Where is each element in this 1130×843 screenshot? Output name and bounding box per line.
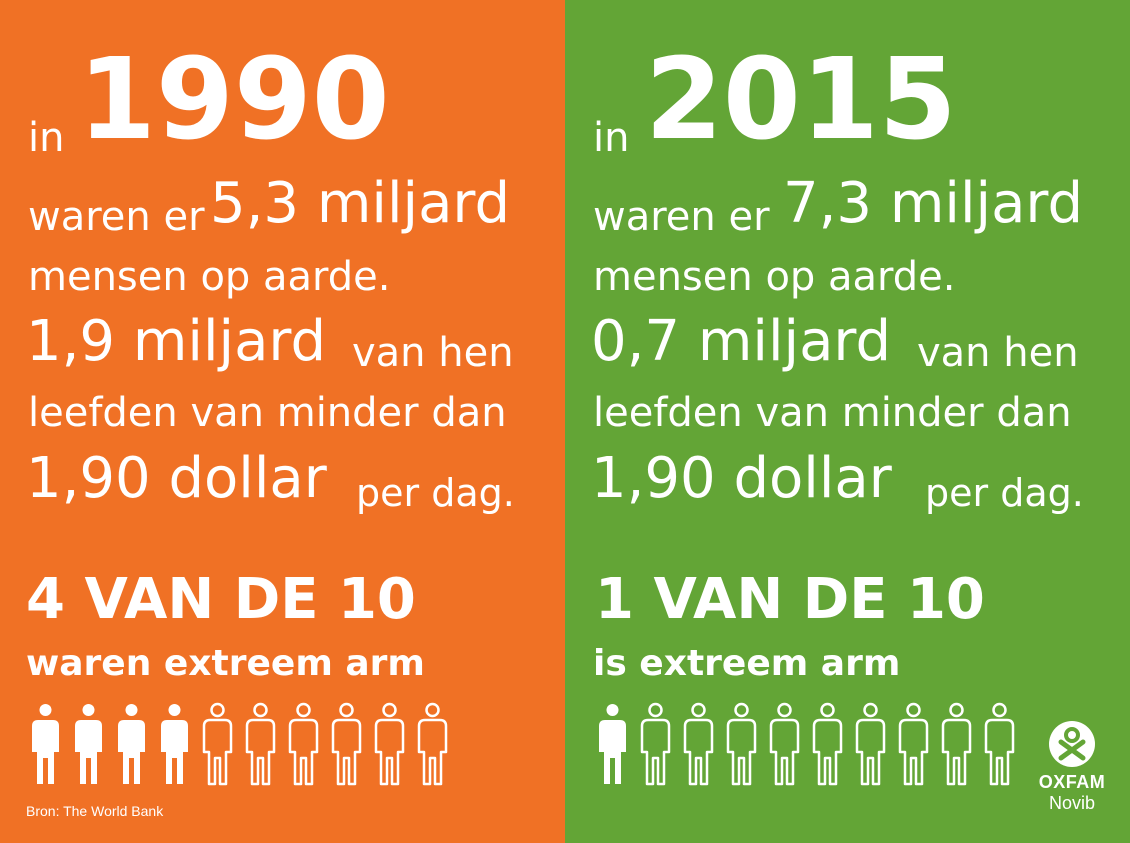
in-label: in bbox=[593, 115, 630, 161]
person-icon-outline bbox=[937, 702, 976, 788]
dollar-value: 1,90 dollar bbox=[591, 446, 892, 511]
person-icon-outline bbox=[370, 702, 409, 788]
person-icon-outline bbox=[808, 702, 847, 788]
ratio-caption: waren extreem arm bbox=[26, 643, 425, 684]
panel-2015: in 2015 waren er 7,3 miljard mensen op a… bbox=[565, 0, 1130, 843]
logo-sub: Novib bbox=[1048, 793, 1096, 813]
person-icon-outline bbox=[636, 702, 675, 788]
person-icon-filled bbox=[593, 702, 632, 788]
person-icon-filled bbox=[26, 702, 65, 788]
person-icon-filled bbox=[69, 702, 108, 788]
person-icon-outline bbox=[198, 702, 237, 788]
person-icon-outline bbox=[722, 702, 761, 788]
person-icon-outline bbox=[851, 702, 890, 788]
per-dag-text: per dag. bbox=[925, 471, 1084, 515]
people-pictogram bbox=[593, 702, 1019, 788]
person-icon-outline bbox=[413, 702, 452, 788]
logo-name: OXFAM bbox=[1038, 772, 1106, 792]
ratio-heading: 1 VAN DE 10 bbox=[595, 567, 985, 632]
person-icon-outline bbox=[765, 702, 804, 788]
waren-er-text: waren er bbox=[28, 194, 205, 240]
person-icon-outline bbox=[980, 702, 1019, 788]
person-icon-outline bbox=[327, 702, 366, 788]
van-hen-text: van hen bbox=[352, 330, 514, 376]
ratio-heading: 4 VAN DE 10 bbox=[26, 567, 416, 632]
person-icon-outline bbox=[894, 702, 933, 788]
poor-value: 1,9 miljard bbox=[26, 309, 326, 374]
mensen-text: mensen op aarde. bbox=[593, 254, 956, 300]
ratio-caption: is extreem arm bbox=[593, 643, 901, 684]
per-dag-text: per dag. bbox=[356, 471, 515, 515]
mensen-text: mensen op aarde. bbox=[28, 254, 391, 300]
person-icon-outline bbox=[679, 702, 718, 788]
year-heading: 2015 bbox=[645, 35, 957, 165]
population-value: 5,3 miljard bbox=[210, 171, 510, 236]
dollar-value: 1,90 dollar bbox=[26, 446, 327, 511]
people-pictogram bbox=[26, 702, 452, 788]
leefden-text: leefden van minder dan bbox=[593, 390, 1072, 436]
oxfam-logo: OXFAM Novib bbox=[1027, 720, 1117, 814]
year-heading: 1990 bbox=[78, 35, 390, 165]
van-hen-text: van hen bbox=[917, 330, 1079, 376]
person-icon-filled bbox=[155, 702, 194, 788]
population-value: 7,3 miljard bbox=[783, 171, 1083, 236]
person-icon-outline bbox=[284, 702, 323, 788]
panel-1990: in 1990 waren er 5,3 miljard mensen op a… bbox=[0, 0, 565, 843]
person-icon-outline bbox=[241, 702, 280, 788]
poor-value: 0,7 miljard bbox=[591, 309, 891, 374]
in-label: in bbox=[28, 115, 65, 161]
waren-er-text: waren er bbox=[593, 194, 770, 240]
oxfam-logo-icon bbox=[1049, 721, 1095, 767]
person-icon-filled bbox=[112, 702, 151, 788]
source-note: Bron: The World Bank bbox=[26, 803, 164, 819]
leefden-text: leefden van minder dan bbox=[28, 390, 507, 436]
